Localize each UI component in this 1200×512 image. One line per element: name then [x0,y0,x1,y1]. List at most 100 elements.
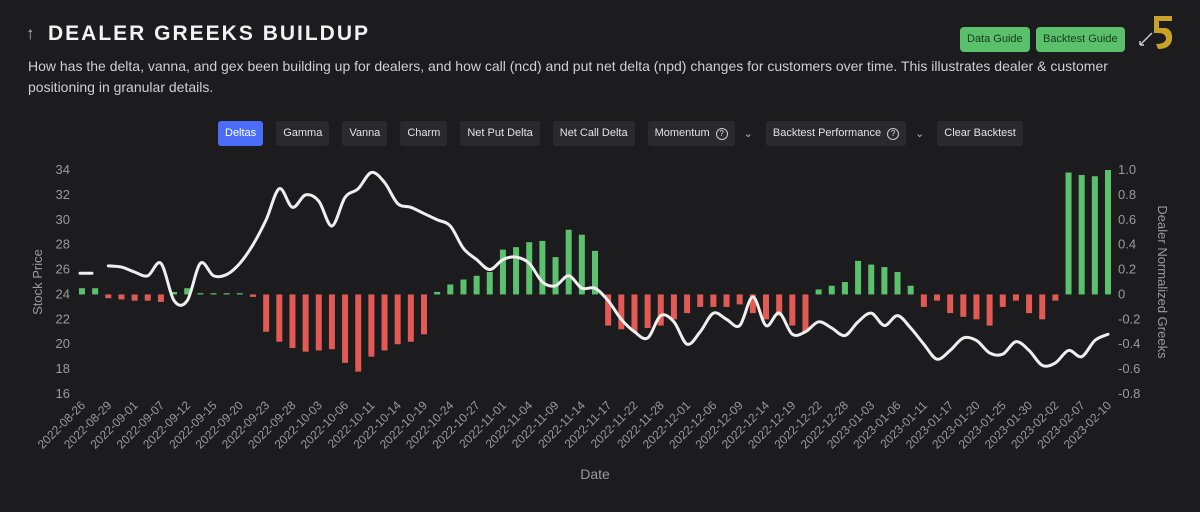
help-icon[interactable]: ? [715,127,728,140]
y-tick-label: 26 [56,262,70,277]
page-title: DEALER GREEKS BUILDUP [48,22,371,45]
help-icon[interactable]: ? [887,127,900,140]
bar [881,267,888,295]
bar [499,249,506,295]
bar [657,294,664,326]
y2-tick-label: -0.2 [1118,311,1140,326]
bar [250,294,256,297]
y-tick-label: 18 [56,361,70,376]
bar [947,294,954,314]
tab[interactable]: Net Put Delta [460,121,540,146]
y2-tick-label: -0.8 [1118,386,1140,401]
bar [789,294,796,326]
tab[interactable]: Charm [400,121,448,146]
tab[interactable]: Momentum? [647,121,735,146]
dropdown-chevron[interactable]: ⌄ [743,128,753,140]
y2-tick-label: 1.0 [1118,162,1136,177]
y-tick-label: 32 [56,187,70,202]
x-axis-title: Date [580,466,610,482]
tab-label: Charm [407,127,441,139]
tab[interactable]: Vanna [342,121,388,146]
tab-label: Momentum [654,127,710,139]
bar [684,294,691,314]
bar [1078,174,1085,295]
backtest-guide-button[interactable]: Backtest Guide [1036,27,1125,52]
bar [289,294,296,348]
y-tick-label: 16 [56,386,70,401]
tab[interactable]: Net Call Delta [552,121,635,146]
bar [578,234,585,295]
bar [815,289,822,295]
bar [276,294,283,342]
bar [973,294,980,320]
tab-label: Deltas [225,127,257,139]
bar [381,294,388,351]
y2-tick-label: 0.4 [1118,237,1136,252]
tab[interactable]: Gamma [276,121,330,146]
bar [710,294,717,307]
bar [907,285,914,295]
bar [763,294,769,320]
tab-label: Backtest Performance [772,127,882,139]
tab[interactable]: Clear Backtest [937,121,1023,146]
tab[interactable]: Backtest Performance? [765,121,907,146]
logo-and-expand [1139,16,1173,49]
bar [644,294,651,329]
description: How has the delta, vanna, and gex been b… [28,58,1108,95]
dropdown-chevron[interactable]: ⌄ [915,128,925,140]
bar [1065,172,1072,295]
tab-label: Clear Backtest [944,127,1016,139]
bar [736,294,743,305]
bar [841,282,848,295]
bar [802,294,809,332]
bar [223,293,230,295]
collapse-arrow[interactable]: ↑ [26,24,35,43]
expand-icon[interactable] [1139,32,1153,46]
bar [1052,294,1059,301]
bar [79,288,85,295]
tab-label: Gamma [283,127,323,139]
bar [920,294,927,307]
y2-tick-label: -0.6 [1118,361,1140,376]
bar [171,291,178,295]
y-tick-label: 20 [56,336,70,351]
bar [236,293,243,295]
bar [552,257,559,295]
bar [513,247,520,295]
bar [1039,294,1046,320]
bar [302,294,309,352]
y-tick-label: 24 [56,286,70,301]
y2-tick-label: 0 [1118,286,1125,301]
bar [723,294,730,307]
bar [868,264,875,295]
bar [131,294,138,301]
bar [565,229,572,295]
bar [1091,176,1098,295]
tab-label: Net Call Delta [559,127,628,139]
bar [355,294,362,372]
bar [315,294,322,351]
bar [342,294,349,363]
tab[interactable]: Deltas [218,121,264,146]
y2-tick-label: 0.2 [1118,262,1136,277]
bar [394,294,401,345]
y-tick-label: 28 [56,237,70,252]
y-axis-title: Stock Price [30,249,45,315]
tab-bar: Deltas Gamma Vanna Charm Net Put Delta Net Ca… [218,121,1023,146]
logo [1154,16,1173,49]
bar [434,291,441,295]
bar [460,279,467,295]
bar [328,294,335,350]
y2-tick-label: 0.8 [1118,187,1136,202]
bar [1105,170,1111,295]
data-guide-button[interactable]: Data Guide [960,27,1030,52]
bar [184,288,191,295]
y-tick-label: 34 [56,162,70,177]
bar [144,294,151,301]
bar [986,294,993,326]
y-tick-label: 30 [56,212,70,227]
bar [894,272,901,295]
bar [473,275,480,295]
bar [486,272,493,295]
